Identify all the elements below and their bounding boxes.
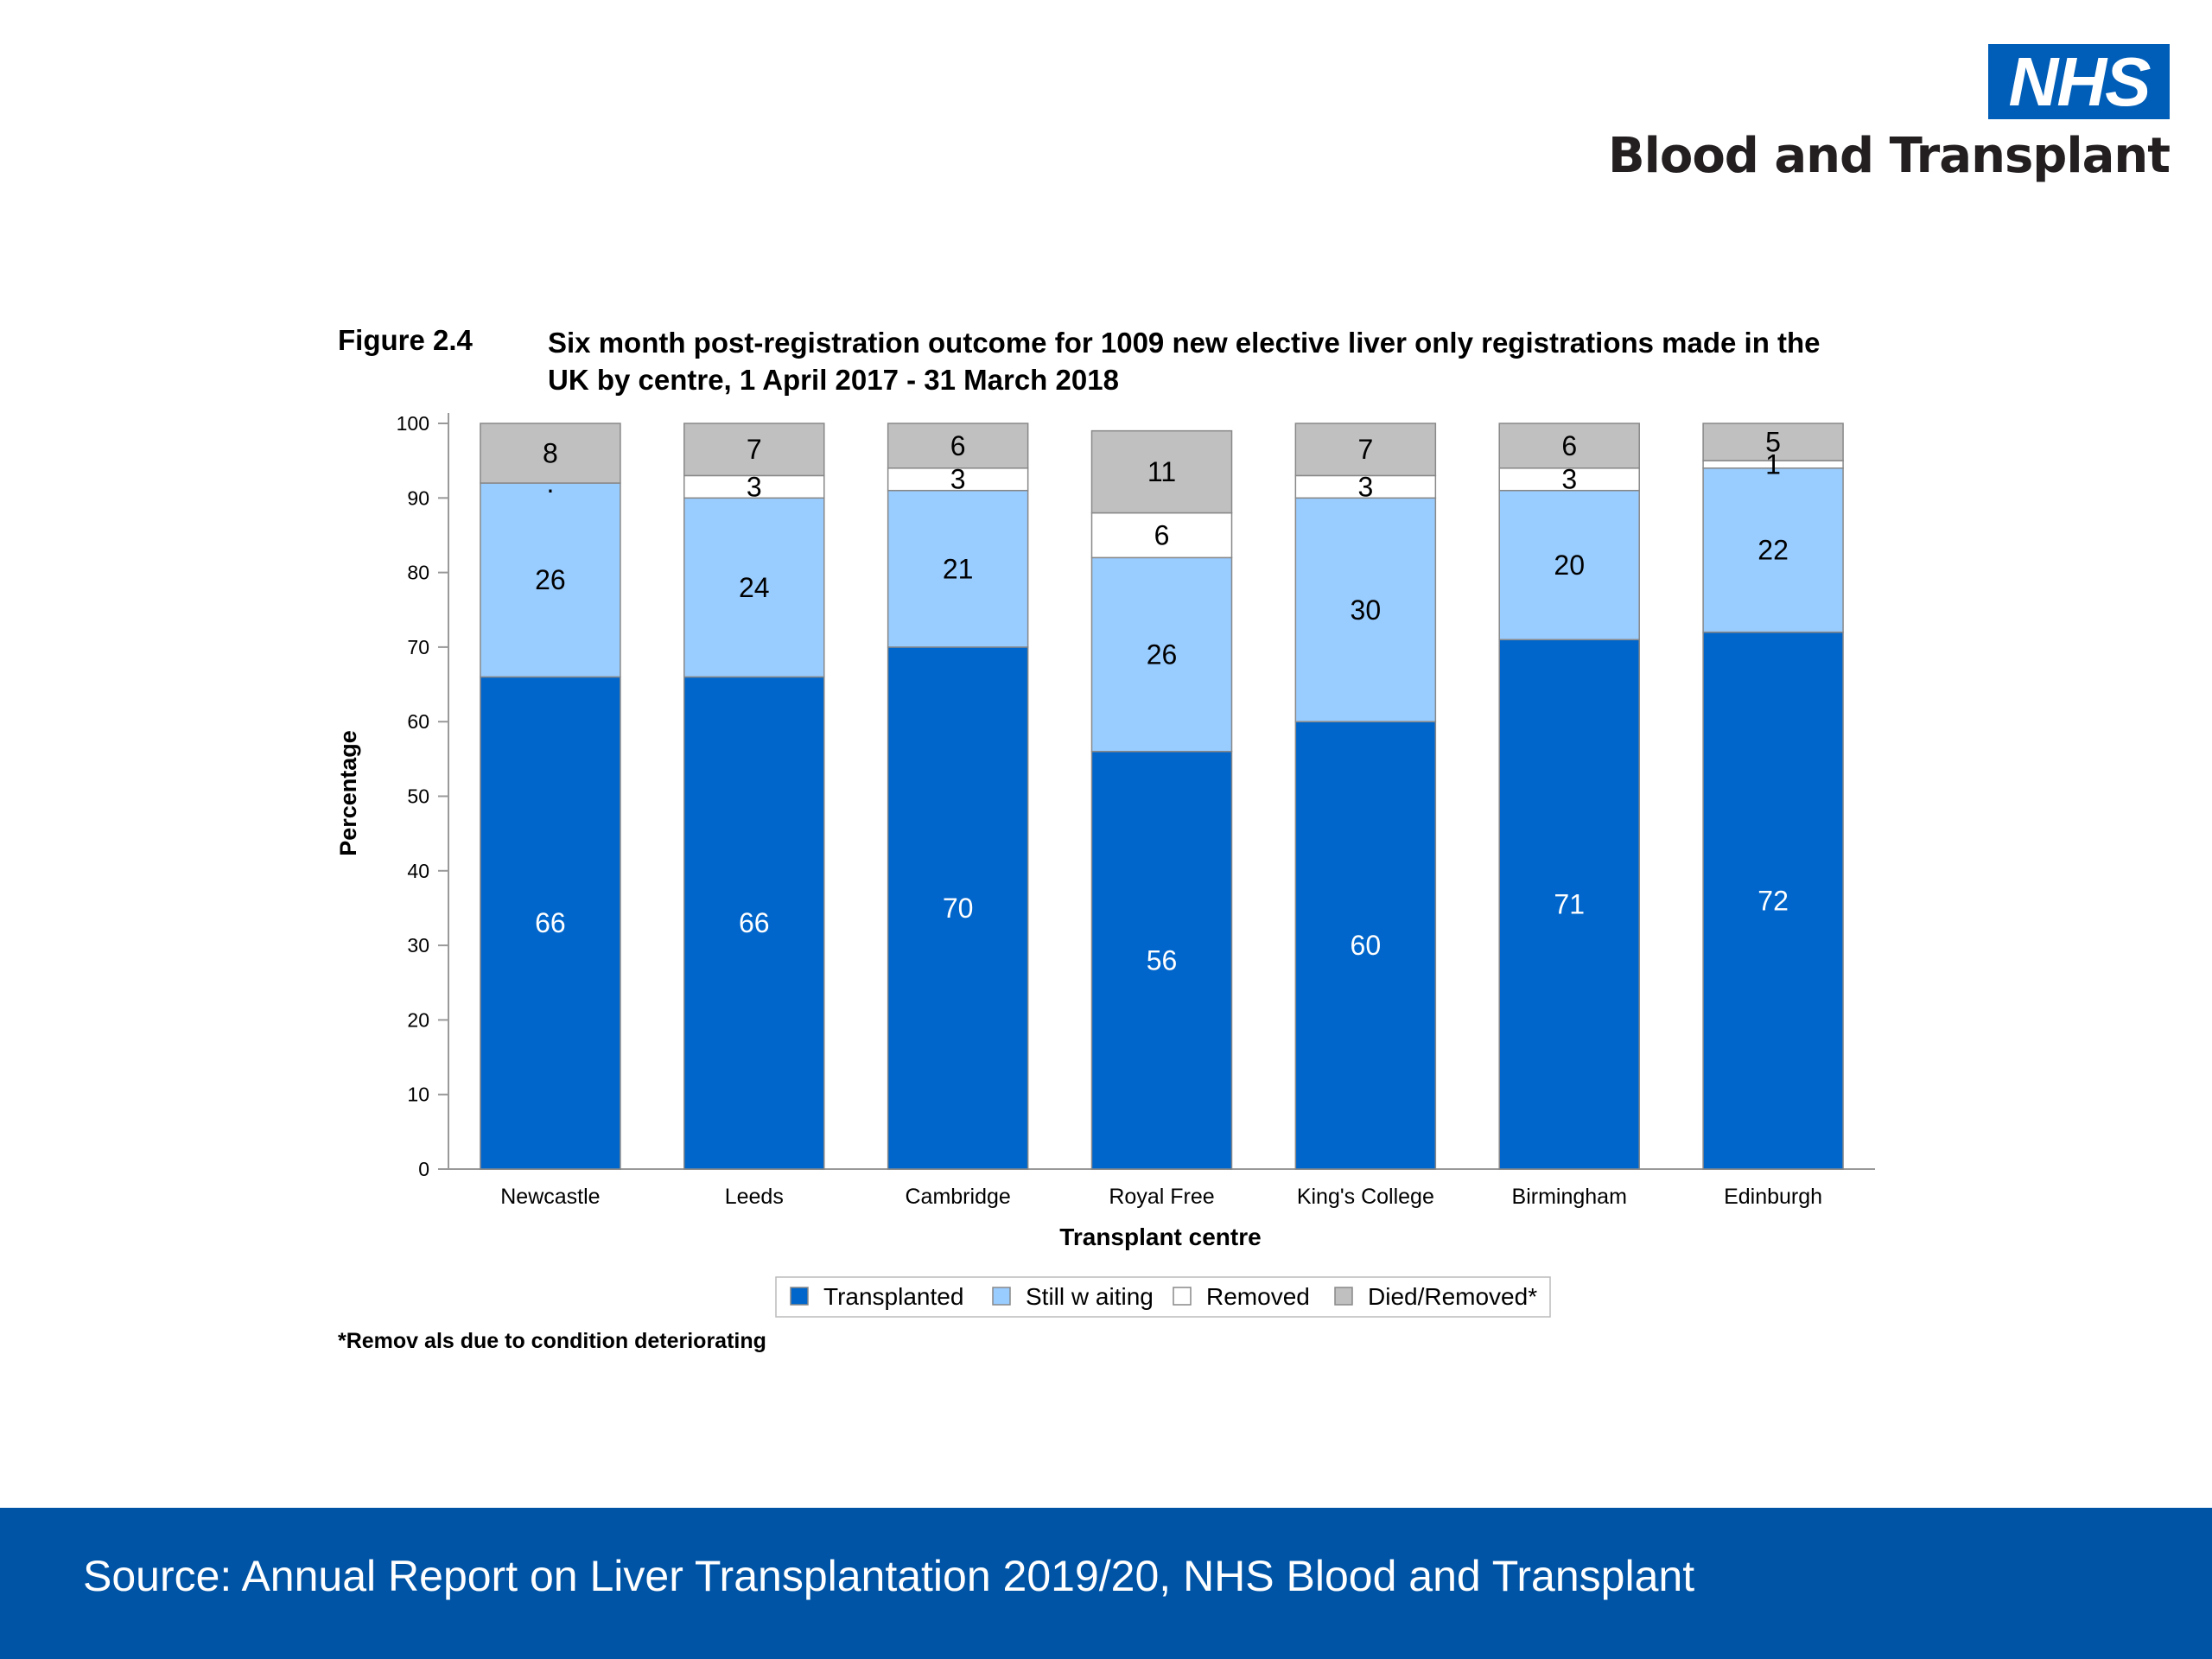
data-label: 26: [1147, 639, 1178, 671]
y-tick-label: 30: [407, 934, 429, 957]
bar-segment: [1294, 721, 1437, 1170]
x-tick-label: King's College: [1297, 1185, 1434, 1209]
x-tick-label: Royal Free: [1109, 1185, 1214, 1209]
data-label: 6: [950, 430, 966, 461]
data-label: 66: [535, 907, 566, 938]
bar-segment: [683, 423, 825, 477]
y-tick-label: 50: [407, 785, 429, 808]
y-axis-title: Percentage: [335, 730, 361, 856]
bar-segment: [683, 474, 825, 499]
chart-bars: [480, 423, 1844, 1170]
bar-segment: [1498, 467, 1640, 492]
y-tick-label: 80: [407, 562, 429, 584]
footer-bar: Source: Annual Report on Liver Transplan…: [0, 1508, 2212, 1659]
y-tick-label: 0: [418, 1158, 429, 1180]
legend-label: Died/Removed*: [1368, 1283, 1537, 1310]
legend-swatch: [790, 1287, 809, 1306]
organisation-name: Blood and Transplant: [1607, 128, 2171, 184]
y-tick-label: 70: [407, 636, 429, 658]
legend-swatch: [1334, 1287, 1353, 1306]
legend-label: Transplanted: [823, 1283, 963, 1310]
figure-number: Figure 2.4: [338, 324, 473, 356]
bar-segment: [1498, 423, 1640, 469]
data-label: 21: [943, 553, 974, 584]
data-label: 7: [747, 434, 762, 465]
data-label: 8: [543, 438, 558, 469]
data-label: 70: [943, 893, 974, 924]
data-label: 26: [535, 564, 566, 595]
nhs-logo: NHS: [1988, 44, 2170, 119]
legend-swatch: [992, 1287, 1011, 1306]
x-tick-label: Cambridge: [906, 1185, 1011, 1209]
legend-label: Removed: [1206, 1283, 1310, 1310]
data-label: 20: [1554, 550, 1585, 581]
data-label: 5: [1765, 427, 1781, 458]
data-label: 30: [1351, 594, 1382, 626]
bar-segment: [1090, 556, 1233, 753]
bar-segment: [1294, 474, 1437, 499]
bar-segment: [887, 423, 1029, 469]
x-tick-label: Newcastle: [500, 1185, 600, 1209]
bar-segment: [887, 467, 1029, 492]
bar-segment: [887, 489, 1029, 648]
bar-segment: [480, 676, 621, 1170]
data-label: 6: [1561, 430, 1577, 461]
bar-segment: [683, 497, 825, 678]
y-tick-label: 40: [407, 860, 429, 882]
bar-segment: [683, 676, 825, 1170]
data-label: 24: [739, 572, 770, 603]
bar-segment: [1702, 631, 1844, 1170]
data-label: .: [546, 467, 554, 499]
data-label: 3: [1561, 464, 1577, 495]
y-tick-label: 100: [397, 412, 429, 435]
y-tick-label: 10: [407, 1084, 429, 1106]
bar-segment: [1498, 639, 1640, 1170]
legend-box: [775, 1276, 1551, 1318]
y-tick-label: 20: [407, 1008, 429, 1031]
legend-label: Still w aiting: [1026, 1283, 1154, 1310]
chart-legend: Transplanted Still w aiting Removed Died/Re…: [775, 1276, 1551, 1318]
bar-segment: [480, 482, 621, 678]
data-label: 11: [1147, 456, 1176, 487]
data-label: 60: [1351, 930, 1382, 961]
y-tick-label: 60: [407, 710, 429, 733]
bar-segment: [1294, 497, 1437, 722]
data-label: 7: [1357, 434, 1373, 465]
figure-title: Six month post-registration outcome for …: [548, 327, 1821, 396]
bar-segment: [1702, 423, 1844, 461]
bar-segment: [1090, 429, 1233, 514]
data-label: 3: [950, 464, 966, 495]
stacked-bar-chart: 0 10 20 30 40 50 60 70 80 90 100 Newcastle Leeds Camb…: [335, 412, 1875, 1318]
bar-segment: [480, 423, 621, 484]
bar-segment: [1294, 423, 1437, 477]
data-label: 6: [1154, 519, 1170, 550]
chart-footnote: *Remov als due to condition deterioratin…: [338, 1329, 766, 1353]
x-tick-label: Birmingham: [1512, 1185, 1627, 1209]
x-tick-label: Edinburgh: [1724, 1185, 1822, 1209]
data-label: 1: [1765, 448, 1781, 480]
bar-segment: [1090, 750, 1233, 1170]
data-label: 72: [1758, 885, 1789, 916]
bar-segment: [1090, 512, 1233, 559]
bar-segment: [1702, 467, 1844, 633]
chart-axes: 0 10 20 30 40 50 60 70 80 90 100 Newcastle Leeds Camb…: [397, 412, 1875, 1209]
footer-source: Source: Annual Report on Liver Transplan…: [83, 1552, 1695, 1600]
x-tick-label: Leeds: [725, 1185, 784, 1209]
x-axis-title: Transplant centre: [1059, 1224, 1261, 1250]
data-label: 3: [1357, 471, 1373, 502]
data-label: 3: [747, 471, 762, 502]
data-label: 22: [1758, 535, 1789, 566]
legend-swatch: [1173, 1287, 1192, 1306]
nhs-logo-wordmark: NHS: [2008, 43, 2152, 120]
chart-data-labels: 6626.86624377021365626611603037712036722…: [535, 427, 1789, 976]
data-label: 71: [1554, 889, 1585, 920]
data-label: 56: [1147, 944, 1178, 976]
data-label: 66: [739, 907, 770, 938]
y-tick-label: 90: [407, 486, 429, 509]
bar-segment: [887, 646, 1029, 1170]
